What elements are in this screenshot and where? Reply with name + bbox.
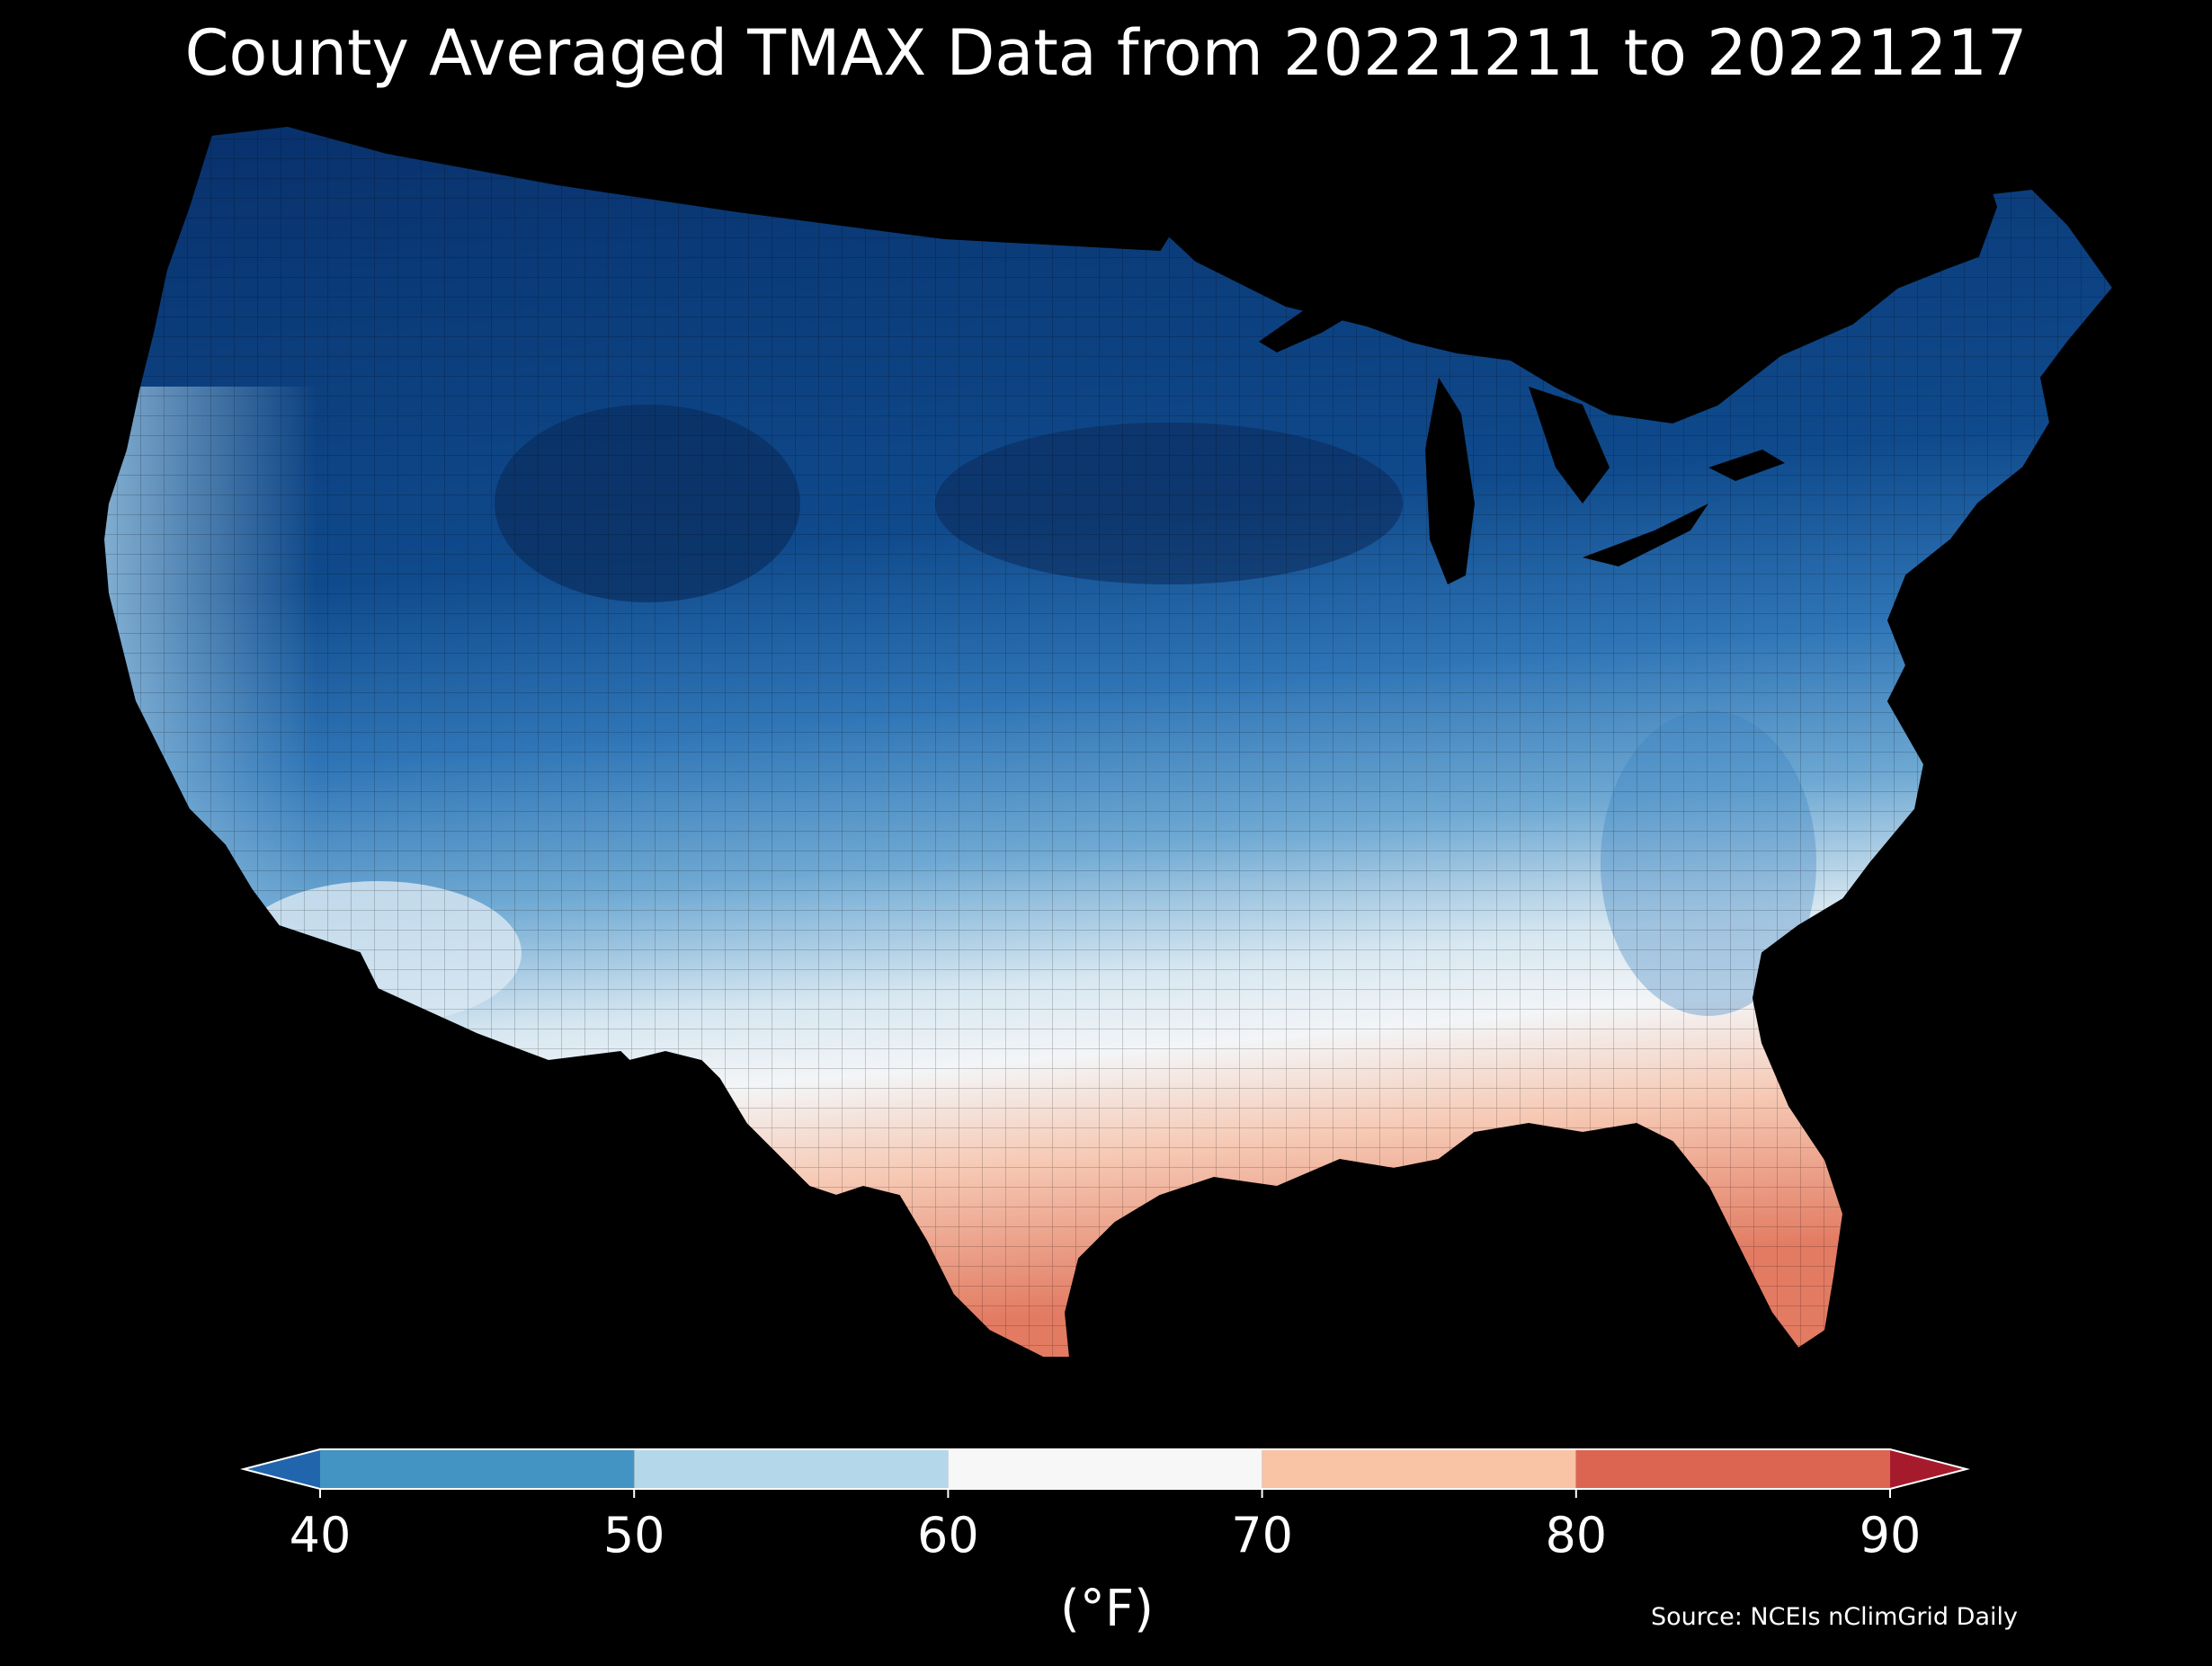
colorbar-bin-3: [1262, 1449, 1576, 1489]
lake-erie: [1583, 503, 1708, 566]
colorbar-tick-label-4: 80: [1545, 1507, 1607, 1564]
colorbar-tick-label-5: 90: [1860, 1507, 1922, 1564]
colorbar-extend-under: [244, 1449, 320, 1489]
lake-michigan: [1425, 378, 1475, 584]
lake-superior: [1259, 286, 1403, 352]
map-title: County Averaged TMAX Data from 20221211 …: [184, 16, 2028, 90]
colorbar-tick-label-2: 60: [917, 1507, 979, 1564]
us-map: [103, 126, 2113, 1358]
colorbar-extend-over: [1890, 1449, 1967, 1489]
source-note: Source: NCEIs nClimGrid Daily: [1651, 1603, 2018, 1631]
colorbar-tick-label-3: 70: [1231, 1507, 1293, 1564]
colorbar-unit-label: (°F): [1060, 1580, 1154, 1638]
colorbar-tick-label-0: 40: [290, 1507, 352, 1564]
colorbar: 40 50 60 70 80 90: [240, 1448, 1970, 1564]
colorbar-bin-1: [634, 1449, 949, 1489]
colorbar-bin-2: [948, 1449, 1262, 1489]
colorbar-bin-0: [320, 1449, 635, 1489]
great-lakes: [1259, 286, 1785, 584]
colorbar-bin-4: [1575, 1449, 1890, 1489]
lake-ontario: [1708, 450, 1785, 481]
colorbar-tick-label-1: 50: [603, 1507, 665, 1564]
lake-huron: [1529, 387, 1610, 503]
